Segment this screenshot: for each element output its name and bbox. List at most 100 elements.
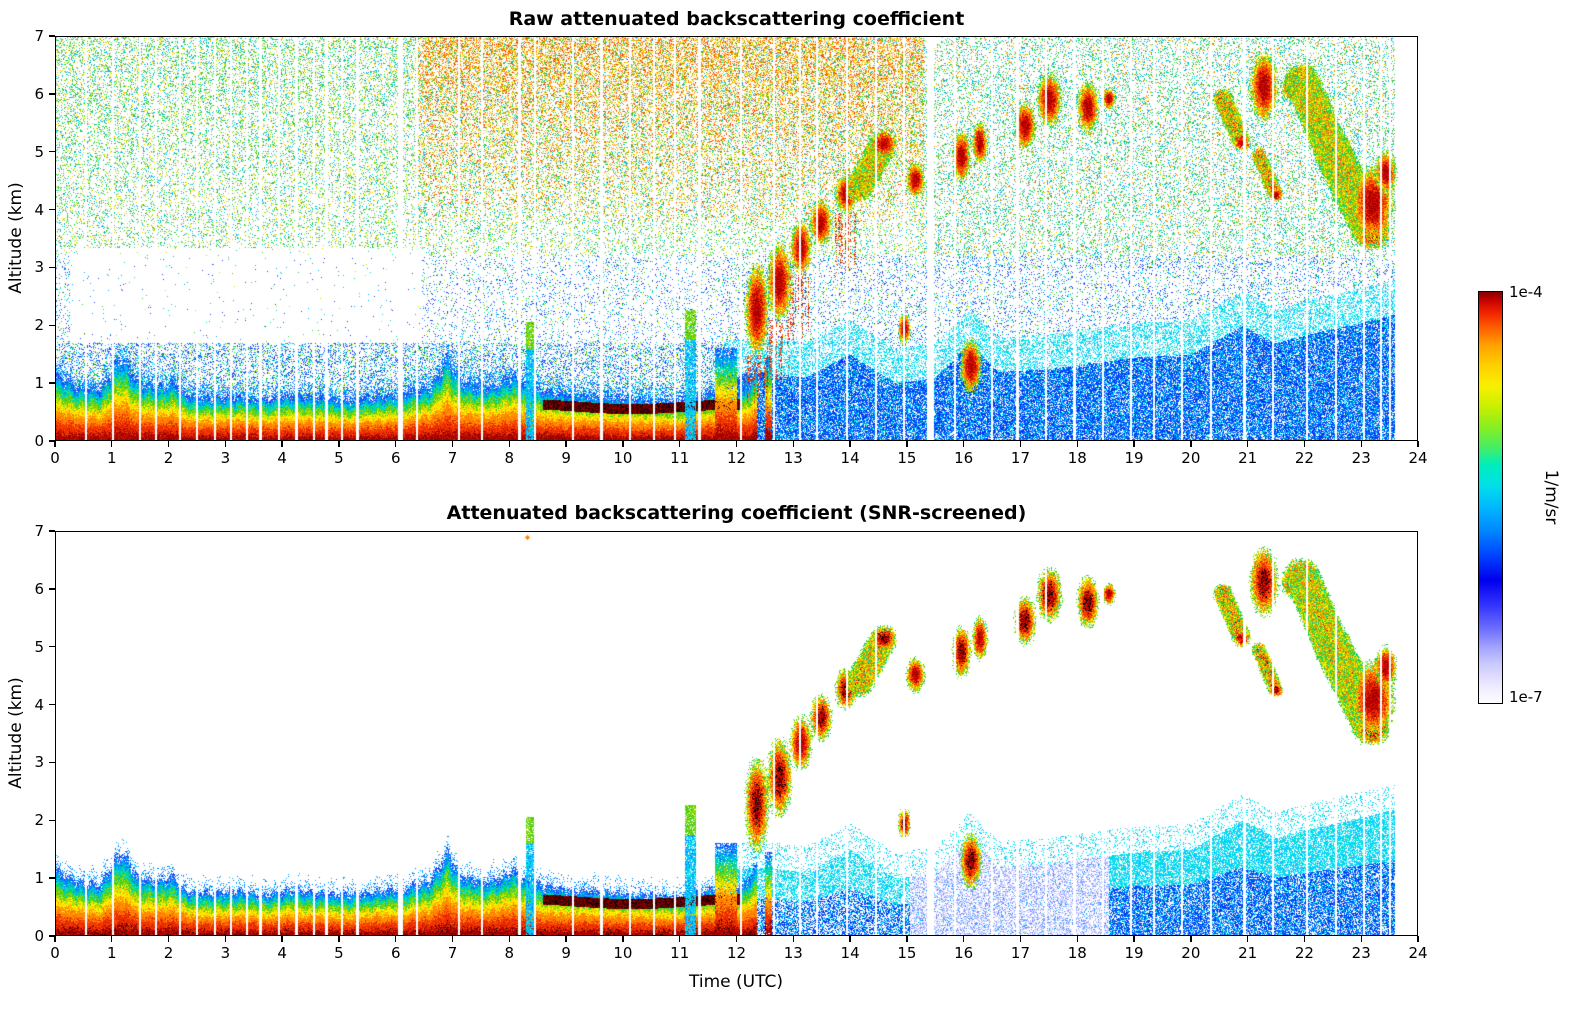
y-tick-mark bbox=[49, 440, 55, 442]
x-tick-label: 20 bbox=[1181, 449, 1201, 467]
x-tick-mark bbox=[1076, 936, 1078, 942]
x-tick-label: 12 bbox=[726, 449, 747, 467]
x-tick-mark bbox=[54, 936, 56, 942]
x-tick-mark bbox=[622, 441, 624, 447]
colorbar-max-label: 1e-4 bbox=[1509, 283, 1543, 301]
x-tick-mark bbox=[1076, 441, 1078, 447]
x-tick-mark bbox=[281, 441, 283, 447]
x-tick-label: 17 bbox=[1010, 944, 1030, 962]
y-tick-label: 4 bbox=[34, 695, 44, 714]
y-tick-label: 7 bbox=[34, 27, 44, 45]
x-tick-mark bbox=[1190, 441, 1192, 447]
x-tick-label: 7 bbox=[447, 449, 458, 467]
x-tick-mark bbox=[679, 936, 681, 942]
y-tick-mark bbox=[49, 93, 55, 95]
x-tick-label: 11 bbox=[670, 944, 690, 962]
colorbar-gradient bbox=[1478, 291, 1503, 704]
screened-heatmap-canvas bbox=[55, 531, 1418, 936]
x-tick-label: 22 bbox=[1294, 449, 1314, 467]
x-tick-mark bbox=[508, 936, 511, 942]
y-tick-label: 4 bbox=[34, 200, 44, 219]
x-tick-label: 6 bbox=[390, 449, 401, 467]
raw-panel-plot-area: 0 1 2 3 4 5 6 7 8 9 10 11 12 13 14 15 16 17 18 19 20 21 22 23 24… bbox=[34, 27, 1427, 467]
x-tick-mark bbox=[111, 936, 113, 942]
x-tick-label: 10 bbox=[613, 944, 633, 962]
x-tick-mark bbox=[167, 441, 170, 447]
x-tick-mark bbox=[1133, 441, 1135, 447]
x-tick-label: 14 bbox=[840, 944, 860, 962]
x-tick-label: 1 bbox=[107, 944, 117, 962]
x-tick-mark bbox=[849, 441, 851, 447]
x-tick-mark bbox=[1360, 441, 1362, 447]
y-tick-mark bbox=[49, 761, 55, 764]
y-tick-label: 7 bbox=[34, 522, 44, 540]
y-tick-mark bbox=[49, 35, 55, 37]
x-tick-mark bbox=[1190, 936, 1192, 942]
y-tick-label: 5 bbox=[34, 142, 44, 161]
x-tick-mark bbox=[508, 441, 511, 447]
screened-panel-title: Attenuated backscattering coefficient (S… bbox=[446, 502, 1027, 524]
x-tick-mark bbox=[792, 441, 794, 447]
x-tick-label: 8 bbox=[504, 449, 515, 467]
y-tick-mark bbox=[49, 646, 55, 648]
x-tick-mark bbox=[395, 441, 397, 447]
x-tick-label: 5 bbox=[334, 449, 344, 467]
x-tick-label: 9 bbox=[561, 449, 571, 467]
x-tick-label: 17 bbox=[1010, 449, 1030, 467]
x-tick-label: 1 bbox=[107, 449, 117, 467]
colorbar-unit-label: 1/m/sr bbox=[1541, 469, 1561, 525]
y-tick-mark bbox=[49, 530, 55, 532]
y-tick-label: 1 bbox=[34, 869, 44, 888]
x-tick-mark bbox=[281, 936, 283, 942]
x-tick-mark bbox=[1303, 936, 1306, 942]
x-tick-mark bbox=[1303, 441, 1306, 447]
y-tick-mark bbox=[49, 819, 55, 821]
y-tick-mark bbox=[49, 588, 55, 590]
x-tick-label: 21 bbox=[1238, 944, 1258, 962]
x-tick-label: 8 bbox=[504, 944, 515, 962]
x-tick-mark bbox=[54, 441, 56, 447]
x-tick-mark bbox=[451, 936, 454, 942]
y-tick-mark bbox=[49, 324, 55, 326]
x-tick-mark bbox=[565, 936, 567, 942]
x-tick-label: 7 bbox=[447, 944, 458, 962]
x-tick-mark bbox=[224, 936, 227, 942]
x-tick-mark bbox=[395, 936, 397, 942]
y-tick-mark bbox=[49, 151, 55, 153]
x-tick-label: 15 bbox=[897, 449, 917, 467]
y-tick-mark bbox=[49, 208, 55, 211]
x-tick-mark bbox=[451, 441, 454, 447]
x-tick-mark bbox=[1246, 441, 1249, 447]
x-tick-label: 0 bbox=[50, 944, 60, 962]
x-tick-mark bbox=[962, 936, 965, 942]
x-tick-mark bbox=[167, 936, 170, 942]
y-tick-label: 1 bbox=[34, 374, 44, 393]
y-tick-mark bbox=[49, 877, 55, 879]
x-axis-label: Time (UTC) bbox=[689, 972, 783, 992]
x-tick-label: 14 bbox=[840, 449, 860, 467]
x-tick-label: 23 bbox=[1351, 944, 1371, 962]
y-tick-mark bbox=[49, 703, 55, 706]
x-tick-label: 20 bbox=[1181, 944, 1201, 962]
y-tick-label: 3 bbox=[34, 753, 44, 772]
y-tick-mark bbox=[49, 382, 55, 384]
x-tick-label: 9 bbox=[561, 944, 571, 962]
x-tick-mark bbox=[1417, 441, 1419, 447]
x-tick-label: 16 bbox=[954, 449, 974, 467]
colorbar bbox=[1478, 291, 1503, 704]
x-tick-label: 0 bbox=[50, 449, 60, 467]
y-tick-label: 0 bbox=[34, 927, 44, 945]
y-tick-label: 2 bbox=[34, 316, 44, 335]
x-tick-mark bbox=[792, 936, 794, 942]
y-tick-label: 0 bbox=[34, 432, 44, 450]
x-tick-label: 13 bbox=[783, 449, 803, 467]
x-tick-label: 16 bbox=[954, 944, 974, 962]
y-tick-mark bbox=[49, 266, 55, 269]
y-tick-label: 6 bbox=[34, 579, 44, 598]
screened-panel-plot-area: 0 1 2 3 4 5 6 7 8 9 10 11 12 13 14 15 16 17 18 19 20 21 22 23 24… bbox=[34, 522, 1427, 962]
raw-y-axis-label: Altitude (km) bbox=[6, 182, 26, 294]
x-tick-mark bbox=[224, 441, 227, 447]
x-tick-label: 3 bbox=[220, 944, 231, 962]
x-tick-mark bbox=[111, 441, 113, 447]
